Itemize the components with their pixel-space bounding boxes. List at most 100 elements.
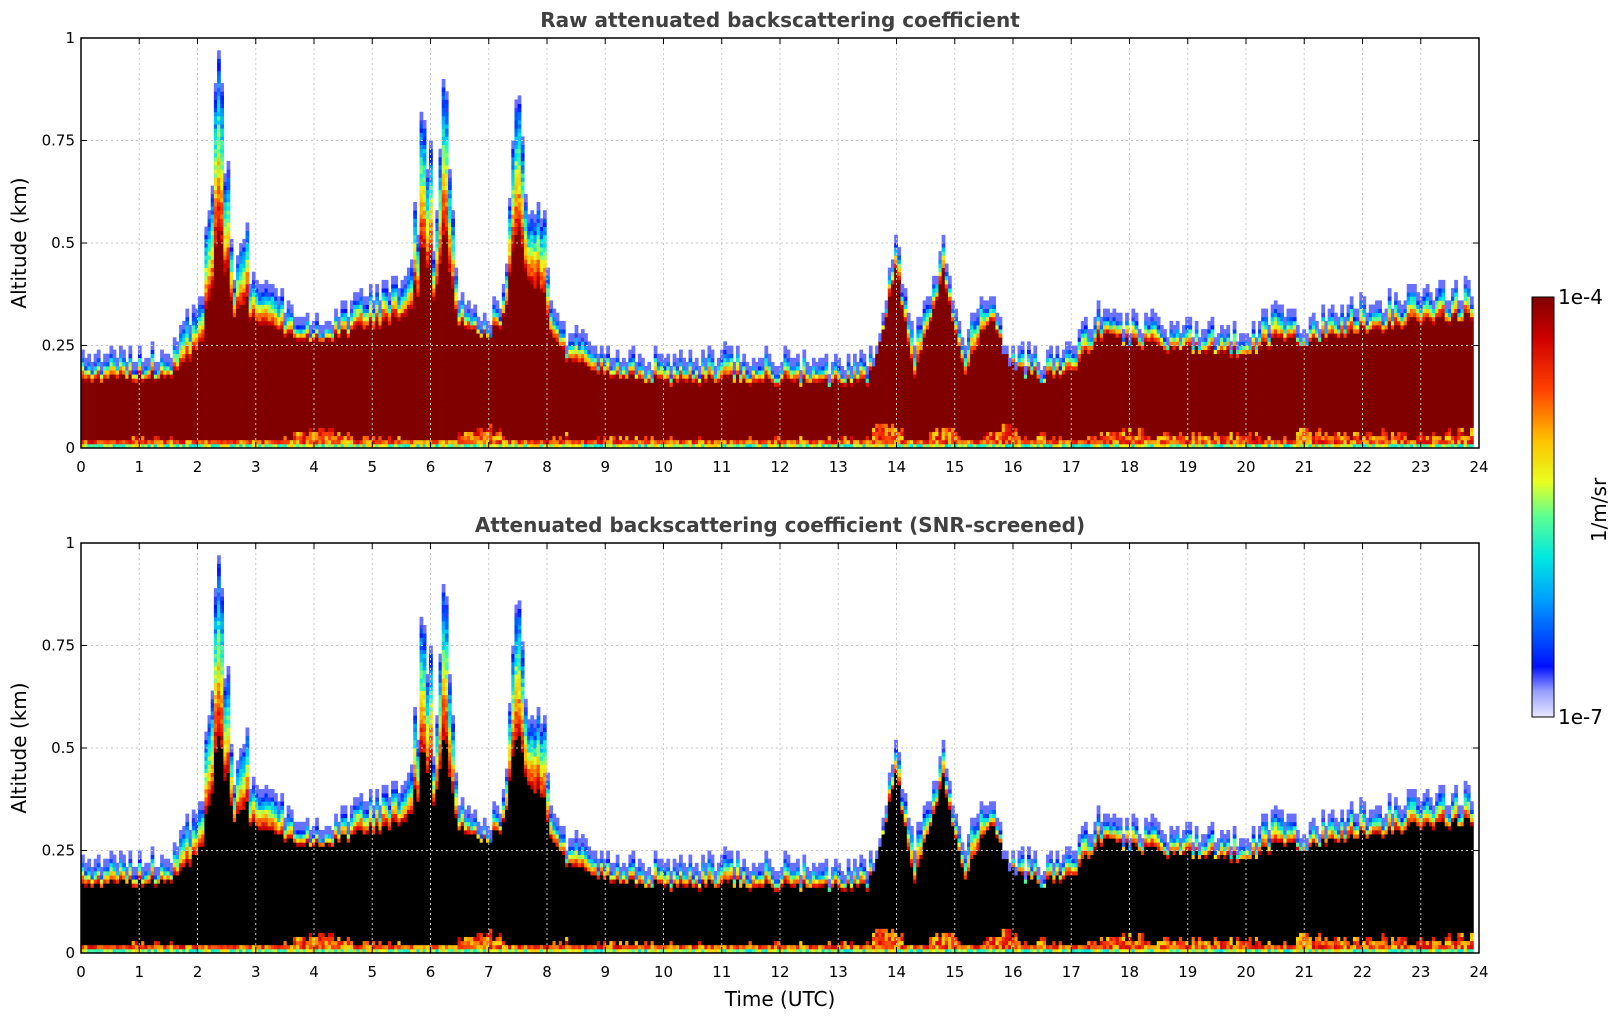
heatmap-cell xyxy=(821,374,826,379)
heatmap-cell xyxy=(289,443,294,448)
heatmap-cell xyxy=(210,251,215,256)
heatmap-cell xyxy=(1055,439,1060,445)
heatmap-cell xyxy=(384,320,389,441)
heatmap-cell xyxy=(419,218,424,223)
heatmap-cell xyxy=(1441,279,1446,289)
heatmap-cell xyxy=(1419,431,1424,437)
heatmap-cell xyxy=(315,312,319,322)
heatmap-cell xyxy=(764,370,769,375)
heatmap-cell xyxy=(422,120,427,129)
heatmap-cell xyxy=(391,304,395,309)
heatmap-cell xyxy=(311,435,316,441)
heatmap-cell xyxy=(207,259,212,264)
heatmap-cell xyxy=(555,312,560,322)
heatmap-cell xyxy=(498,443,503,448)
heatmap-cell xyxy=(666,370,671,375)
heatmap-cell xyxy=(131,378,136,383)
heatmap-cell xyxy=(96,866,101,872)
heatmap-cell xyxy=(517,439,522,445)
heatmap-cell xyxy=(739,443,743,448)
heatmap-cell xyxy=(710,361,715,367)
heatmap-cell xyxy=(830,439,835,445)
heatmap-cell xyxy=(1346,312,1351,318)
heatmap-cell xyxy=(115,443,120,448)
heatmap-cell xyxy=(179,341,183,346)
heatmap-cell xyxy=(185,325,190,330)
heatmap-cell xyxy=(270,443,275,448)
heatmap-cell xyxy=(134,435,139,441)
heatmap-cell xyxy=(1438,296,1443,301)
heatmap-cell xyxy=(932,439,936,445)
heatmap-cell xyxy=(1042,382,1047,432)
heatmap-cell xyxy=(448,169,452,178)
heatmap-cell xyxy=(517,206,522,211)
heatmap-cell xyxy=(995,435,1000,441)
heatmap-cell xyxy=(1337,431,1341,437)
heatmap-cell xyxy=(745,378,750,383)
heatmap-cell xyxy=(517,214,522,219)
heatmap-cell xyxy=(1046,374,1050,441)
heatmap-cell xyxy=(489,439,493,445)
heatmap-cell xyxy=(536,202,541,211)
heatmap-cell xyxy=(913,361,917,367)
heatmap-cell xyxy=(292,435,297,441)
heatmap-cell xyxy=(457,325,462,432)
heatmap-cell xyxy=(422,156,427,162)
heatmap-cell xyxy=(182,439,187,445)
heatmap-cell xyxy=(742,370,747,375)
heatmap-cell xyxy=(1093,333,1098,338)
heatmap-cell xyxy=(441,193,446,199)
heatmap-cell xyxy=(128,866,133,872)
heatmap-cell xyxy=(1286,329,1291,334)
heatmap-cell xyxy=(429,230,433,236)
heatmap-cell xyxy=(514,222,519,227)
heatmap-cell xyxy=(520,185,525,191)
heatmap-cell xyxy=(204,292,209,297)
heatmap-cell xyxy=(305,320,310,326)
heatmap-cell xyxy=(1277,320,1281,326)
heatmap-cell xyxy=(745,382,750,441)
heatmap-cell xyxy=(264,296,269,301)
heatmap-cell xyxy=(397,435,402,441)
heatmap-cell xyxy=(925,439,930,445)
heatmap-cell xyxy=(1239,341,1243,346)
heatmap-cell xyxy=(207,263,212,268)
heatmap-cell xyxy=(1432,435,1436,441)
heatmap-cell xyxy=(419,243,424,248)
heatmap-cell xyxy=(375,443,380,448)
heatmap-cell xyxy=(685,374,690,379)
heatmap-cell xyxy=(970,325,974,330)
heatmap-cell xyxy=(109,370,114,375)
heatmap-cell xyxy=(327,333,332,338)
heatmap-cell xyxy=(201,320,205,326)
heatmap-cell xyxy=(1027,439,1031,445)
heatmap-cell xyxy=(406,300,411,305)
heatmap-cell xyxy=(451,443,455,448)
heatmap-cell xyxy=(811,357,816,367)
heatmap-cell xyxy=(410,443,414,448)
heatmap-cell xyxy=(954,325,959,330)
heatmap-cell xyxy=(511,165,516,170)
heatmap-cell xyxy=(391,312,395,318)
heatmap-cell xyxy=(944,292,949,428)
heatmap-cell xyxy=(118,366,123,371)
heatmap-cell xyxy=(1292,308,1297,318)
heatmap-cell xyxy=(96,944,101,950)
heatmap-cell xyxy=(992,316,996,322)
heatmap-cell xyxy=(653,345,658,355)
heatmap-cell xyxy=(868,443,873,448)
heatmap-cell xyxy=(1435,288,1439,297)
heatmap-cell xyxy=(223,193,228,199)
heatmap-cell xyxy=(549,333,554,441)
heatmap-cell xyxy=(441,115,446,121)
heatmap-cell xyxy=(900,427,905,432)
heatmap-cell xyxy=(767,366,772,371)
heatmap-cell xyxy=(141,443,145,448)
heatmap-cell xyxy=(220,197,224,203)
heatmap-cell xyxy=(1324,443,1329,448)
heatmap-cell xyxy=(220,148,224,154)
heatmap-cell xyxy=(514,210,519,215)
heatmap-cell xyxy=(435,259,440,264)
heatmap-cell xyxy=(672,366,677,371)
heatmap-cell xyxy=(1197,443,1202,448)
